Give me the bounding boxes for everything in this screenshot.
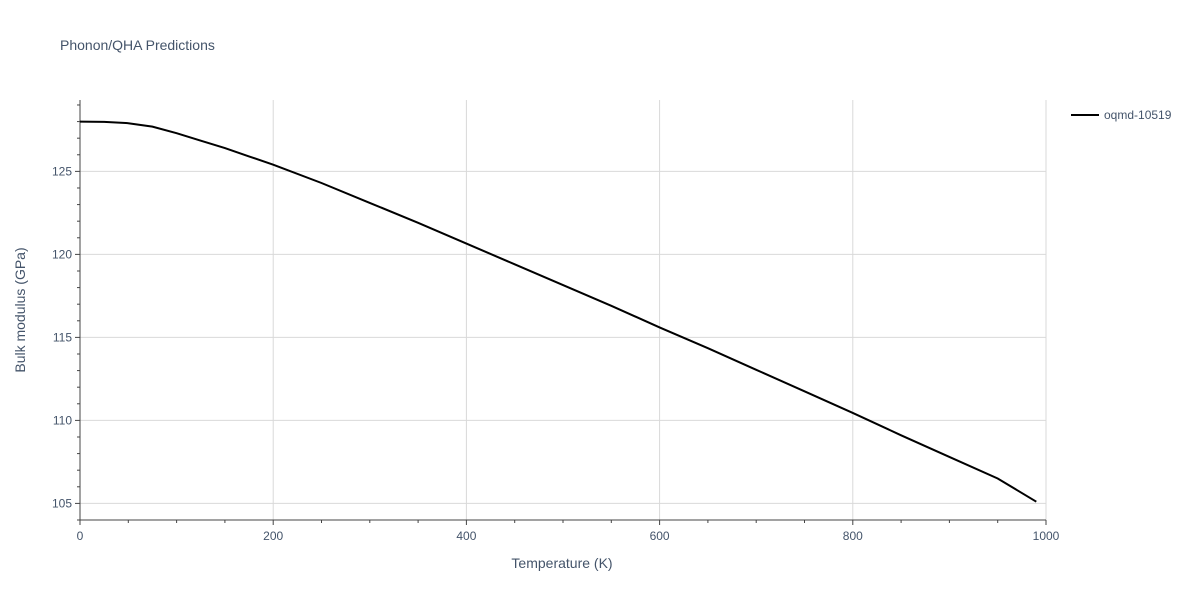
x-tick-label: 800 bbox=[843, 529, 863, 543]
x-tick-label: 600 bbox=[650, 529, 670, 543]
x-axis-title: Temperature (K) bbox=[511, 555, 612, 571]
y-axis-title: Bulk modulus (GPa) bbox=[12, 247, 28, 372]
y-tick-label: 125 bbox=[52, 164, 72, 178]
grid-lines bbox=[80, 100, 1047, 520]
axes: 0 200 400 600 800 1000 105 110 115 120 125 bbox=[52, 100, 1060, 543]
y-tick-label: 105 bbox=[52, 496, 72, 510]
x-tick-label: 400 bbox=[456, 529, 476, 543]
x-tick-label: 1000 bbox=[1033, 529, 1060, 543]
chart-title: Phonon/QHA Predictions bbox=[60, 37, 215, 53]
y-tick-label: 120 bbox=[52, 247, 72, 261]
legend-label-oqmd-10519: oqmd-10519 bbox=[1104, 108, 1172, 122]
y-tick-label: 110 bbox=[53, 413, 72, 427]
series-layer bbox=[79, 120, 1037, 503]
x-tick-label: 200 bbox=[263, 529, 283, 543]
x-tick-label: 0 bbox=[77, 529, 84, 543]
y-tick-label: 115 bbox=[53, 330, 72, 344]
legend[interactable]: oqmd-10519 bbox=[1071, 108, 1172, 122]
series-line-oqmd-10519[interactable] bbox=[79, 120, 1037, 503]
